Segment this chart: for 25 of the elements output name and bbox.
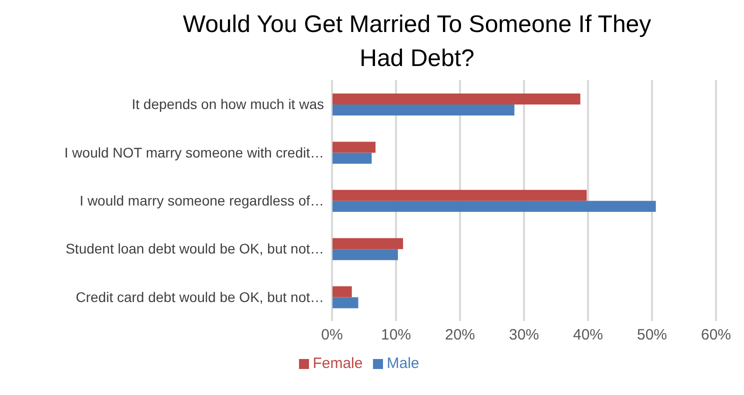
x-tick-label: 30% bbox=[508, 326, 540, 344]
legend-label: Female bbox=[312, 355, 363, 372]
x-tick-label: 50% bbox=[636, 326, 668, 344]
x-tick-label: 0% bbox=[321, 326, 343, 344]
x-tick-label: 10% bbox=[380, 326, 412, 344]
bar bbox=[332, 142, 376, 153]
y-tick-label: Student loan debt would be OK, but not… bbox=[66, 240, 324, 257]
bar bbox=[332, 238, 404, 250]
bar bbox=[332, 104, 514, 116]
x-tick-label: 40% bbox=[572, 326, 604, 344]
bar bbox=[332, 93, 580, 104]
x-tick-label: 60% bbox=[700, 326, 732, 344]
bar bbox=[332, 297, 358, 308]
bar bbox=[332, 200, 656, 212]
bar bbox=[332, 249, 398, 260]
y-tick-label: I would marry someone regardless of… bbox=[80, 192, 324, 208]
bar bbox=[332, 152, 372, 164]
bar bbox=[332, 190, 587, 201]
y-tick-label: It depends on how much it was bbox=[132, 96, 324, 112]
legend-label: Male bbox=[386, 355, 420, 372]
y-tick-label: Credit card debt would be OK, but not… bbox=[76, 288, 324, 305]
bar bbox=[332, 286, 352, 298]
x-tick-label: 20% bbox=[444, 326, 476, 344]
chart-title: Would You Get Married To Someone If They Had Debt? bbox=[182, 10, 652, 74]
y-tick-label: I would NOT marry someone with credit… bbox=[64, 144, 324, 160]
